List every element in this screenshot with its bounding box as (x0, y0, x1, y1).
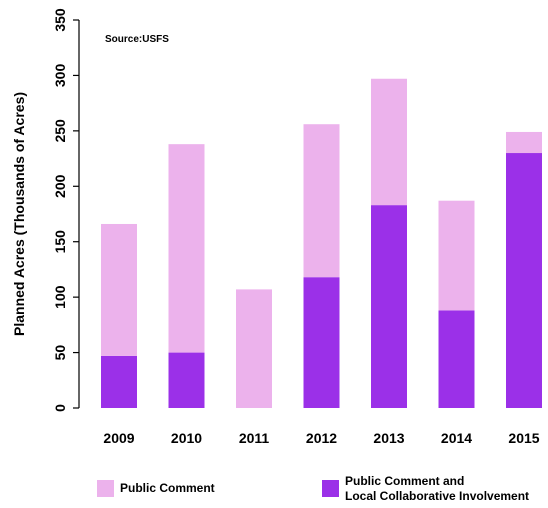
bar-segment-collaborative (506, 153, 542, 408)
y-tick-label: 150 (52, 230, 68, 254)
y-tick-label: 300 (52, 64, 68, 88)
bar-segment-public-comment (438, 200, 475, 311)
y-tick-label: 250 (52, 119, 68, 143)
bars (101, 78, 542, 408)
legend-label: Public Comment and (345, 474, 464, 488)
bar-segment-public-comment (236, 289, 272, 408)
y-axis: 0 50 100 150 200 250 300 350 (52, 8, 80, 412)
x-tick-label: 2010 (171, 430, 202, 446)
bar-segment-collaborative (438, 310, 475, 408)
x-axis-labels: 2009 2010 2011 2012 2013 2014 2015 (103, 430, 539, 446)
x-tick-label: 2015 (508, 430, 539, 446)
y-tick-label: 100 (52, 285, 68, 309)
bar-segment-collaborative (303, 277, 340, 408)
y-tick-label: 50 (52, 345, 68, 361)
bar-segment-public-comment (303, 124, 340, 278)
bar-segment-collaborative (168, 352, 205, 408)
bar-segment-public-comment (371, 78, 407, 206)
x-tick-label: 2009 (103, 430, 134, 446)
legend-swatch (97, 480, 114, 497)
y-tick-label: 350 (52, 8, 68, 32)
source-annotation: Source:USFS (105, 34, 169, 45)
bar-segment-public-comment (506, 131, 542, 154)
x-tick-label: 2012 (306, 430, 337, 446)
legend-label: Local Collaborative Involvement (345, 489, 529, 503)
bar-segment-public-comment (168, 144, 205, 353)
legend-swatch (322, 480, 339, 497)
y-axis-title: Planned Acres (Thousands of Acres) (11, 92, 27, 336)
bar-segment-public-comment (101, 223, 137, 356)
x-tick-label: 2014 (441, 430, 472, 446)
bar-segment-collaborative (101, 355, 137, 408)
x-tick-label: 2013 (373, 430, 404, 446)
x-tick-label: 2011 (239, 430, 270, 446)
legend-label: Public Comment (120, 481, 215, 495)
bar-segment-collaborative (371, 205, 407, 408)
y-tick-label: 200 (52, 174, 68, 198)
y-tick-label: 0 (52, 404, 68, 412)
